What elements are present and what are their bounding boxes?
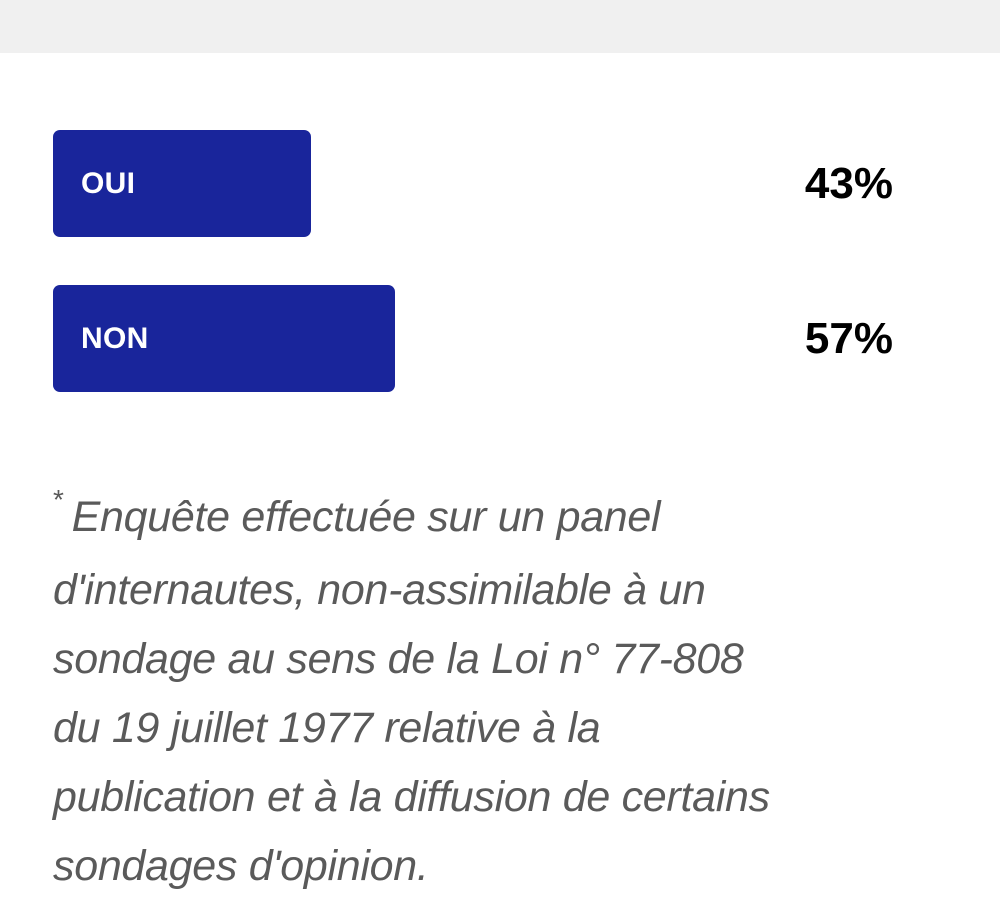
footnote-text: Enquête effectuée sur un panel d'interna… [53,493,770,890]
footnote-marker: * [53,484,64,515]
poll-option-oui: OUI 43% [53,130,893,237]
top-header-strip [0,0,1000,53]
poll-bar-oui: OUI [53,130,311,237]
poll-option-label: OUI [81,167,136,200]
poll-percent-value: 43% [804,159,893,208]
poll-option-non: NON 57% [53,285,893,392]
poll-percent-value: 57% [804,314,893,363]
poll-option-label: NON [81,322,149,355]
poll-bar-non: NON [53,285,395,392]
poll-disclaimer: * Enquête effectuée sur un panel d'intern… [53,483,773,901]
